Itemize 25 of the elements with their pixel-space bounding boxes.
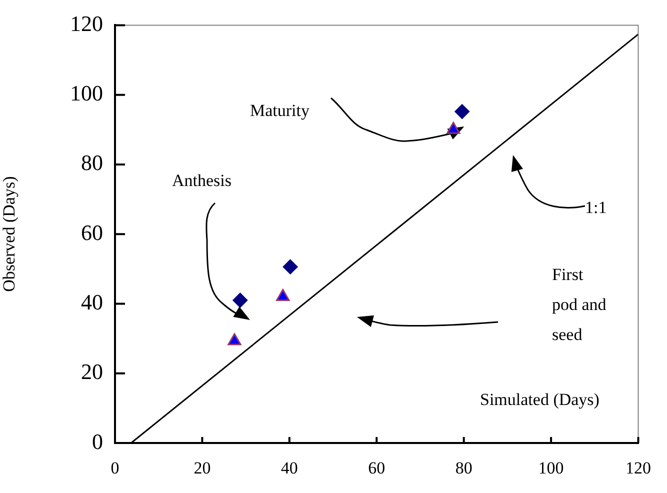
point: [276, 289, 290, 302]
x-tick-label: 20: [194, 458, 211, 478]
annotation: Maturity: [250, 100, 310, 122]
point: [232, 292, 248, 308]
x-tick-label: 100: [538, 458, 564, 478]
y-tick-label: 20: [81, 359, 103, 384]
y-tick-label: 100: [70, 80, 103, 106]
y-tick-label: 40: [81, 290, 103, 315]
x-tick-label: 60: [368, 458, 386, 478]
x-tick-label: 40: [280, 458, 298, 478]
annotation: First pod and seed: [552, 264, 608, 346]
y-tick-label: 120: [70, 10, 103, 36]
y-tick-label: 60: [81, 220, 103, 245]
point: [228, 333, 242, 346]
y-axis-title: Observed (Days): [0, 176, 19, 292]
x-axis-title: Simulated (Days): [480, 389, 600, 411]
point: [282, 259, 298, 274]
annotation: 1:1: [585, 197, 608, 219]
x-tick-label: 80: [455, 458, 472, 478]
point: [454, 104, 470, 120]
x-tick-label: 120: [626, 458, 651, 478]
y-tick-label: 80: [81, 150, 103, 176]
x-tick-label: 0: [110, 458, 120, 478]
y-tick-label: 0: [92, 428, 103, 454]
annotation: Anthesis: [172, 170, 232, 192]
